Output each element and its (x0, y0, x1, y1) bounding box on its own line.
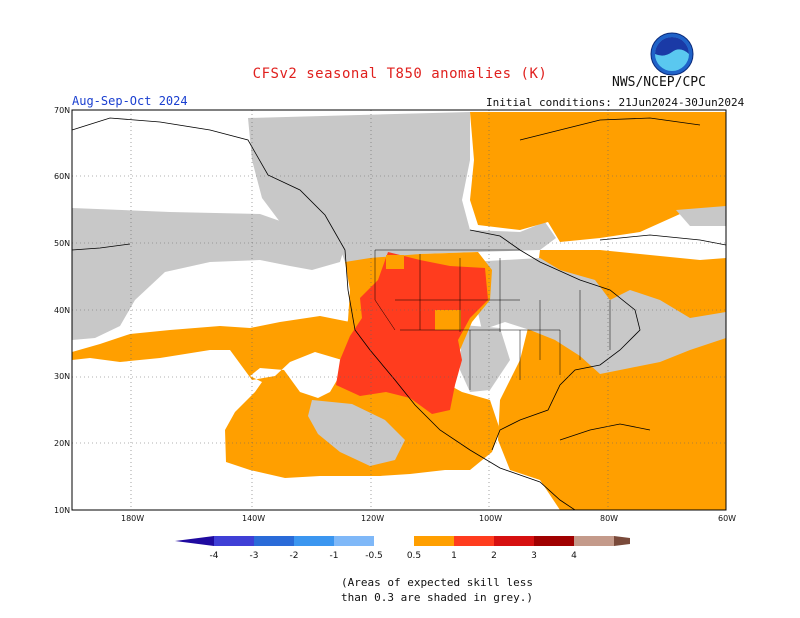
colorbar-arrow-left (175, 536, 214, 546)
orange-pocket-1 (435, 310, 461, 330)
red-region-southwest (336, 252, 488, 414)
lon-label-120w: 120W (361, 514, 385, 523)
grey-region-plains (460, 325, 510, 392)
colorbar-cell (374, 536, 414, 546)
map-title: CFSv2 seasonal T850 anomalies (K) (252, 66, 548, 82)
colorbar-tick-label: -3 (250, 551, 259, 561)
colorbar-tick-label: 3 (531, 551, 537, 561)
lon-label-80w: 80W (600, 514, 619, 523)
lat-label-40n: 40N (54, 306, 71, 315)
colorbar-tick-label: -4 (210, 551, 219, 561)
colorbar-tick-label: -0.5 (365, 551, 383, 561)
colorbar-arrow-right (614, 536, 630, 546)
colorbar-cell (254, 536, 294, 546)
grey-region-atlantic (676, 206, 726, 226)
grey-region-subtropical (308, 400, 405, 466)
lat-label-50n: 50N (54, 239, 71, 248)
orange-region-northeast (470, 112, 726, 242)
forecast-period: Aug-Sep-Oct 2024 (72, 94, 188, 108)
colorbar-tick-label: -2 (290, 551, 299, 561)
lon-label-100w: 100W (479, 514, 503, 523)
colorbar-cell (334, 536, 374, 546)
colorbar-tick-label: 0.5 (407, 551, 421, 561)
initial-conditions: Initial conditions: 21Jun2024-30Jun2024 (486, 96, 745, 109)
colorbar-cell (414, 536, 454, 546)
lon-label-60w: 60W (718, 514, 737, 523)
colorbar-cell (294, 536, 334, 546)
footnote-line-1: (Areas of expected skill less (340, 576, 534, 589)
colorbar-cell (534, 536, 574, 546)
agency-label: NWS/NCEP/CPC (612, 75, 706, 90)
lat-label-70n: 70N (54, 106, 71, 115)
lat-label-20n: 20N (54, 439, 71, 448)
coastlines (72, 117, 726, 510)
colorbar-tick-label: 4 (571, 551, 577, 561)
colorbar-cell (454, 536, 494, 546)
grey-region-central-us (470, 258, 726, 374)
colorbar-cell (494, 536, 534, 546)
colorbar-cell (214, 536, 254, 546)
lon-label-180w: 180W (121, 514, 145, 523)
state-borders (374, 249, 611, 390)
colorbar-cell (574, 536, 614, 546)
noaa-logo-icon (650, 32, 694, 76)
graticule (72, 110, 726, 510)
orange-pocket-2 (386, 255, 404, 269)
grey-region-pacific (72, 208, 345, 340)
lat-label-10n: 10N (54, 506, 71, 515)
footnote-line-2: than 0.3 are shaded in grey.) (340, 591, 534, 604)
lat-label-30n: 30N (54, 372, 71, 381)
colorbar-tick-label: 1 (451, 551, 457, 561)
colorbar: -4 -3 -2 -1 -0.5 0.5 1 2 3 4 (175, 536, 630, 561)
colorbar-tick-label: -1 (330, 551, 339, 561)
grey-region-canada (248, 112, 556, 262)
colorbar-tick-label: 2 (491, 551, 497, 561)
lon-label-140w: 140W (242, 514, 266, 523)
lat-label-60n: 60N (54, 172, 71, 181)
map-frame (71, 109, 727, 511)
